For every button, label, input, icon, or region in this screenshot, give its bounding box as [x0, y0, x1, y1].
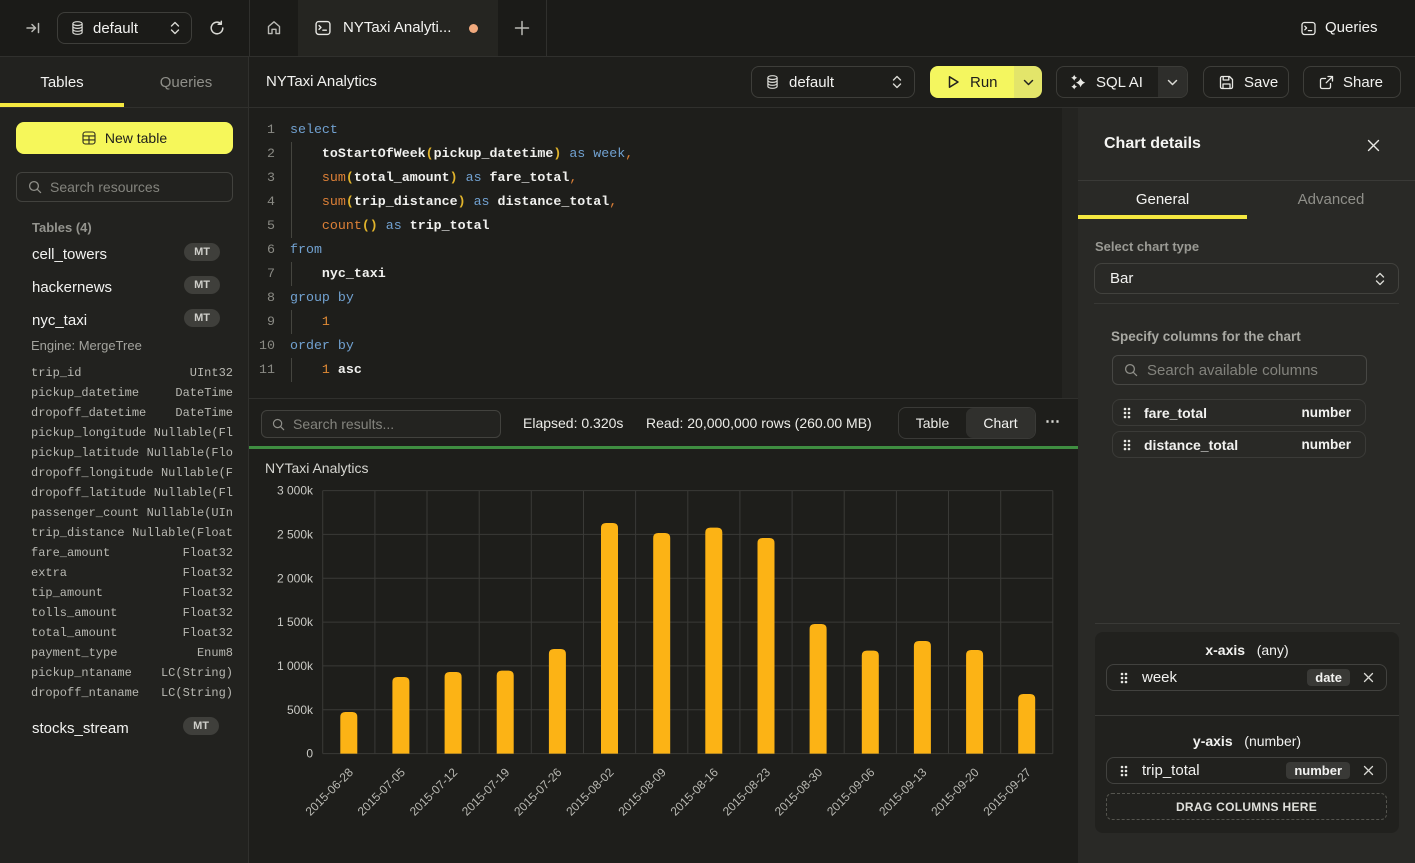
svg-text:2015-07-05: 2015-07-05: [355, 765, 409, 819]
svg-text:2015-06-28: 2015-06-28: [303, 765, 357, 819]
svg-text:500k: 500k: [287, 703, 314, 717]
svg-text:2015-09-13: 2015-09-13: [876, 765, 930, 819]
svg-text:2015-08-23: 2015-08-23: [720, 765, 774, 819]
svg-text:1 000k: 1 000k: [277, 659, 314, 673]
svg-text:3 000k: 3 000k: [277, 484, 314, 498]
svg-text:2015-09-06: 2015-09-06: [824, 765, 878, 819]
svg-text:2 500k: 2 500k: [277, 527, 314, 541]
svg-text:2015-08-30: 2015-08-30: [772, 765, 826, 819]
svg-text:2015-08-02: 2015-08-02: [563, 765, 617, 819]
svg-text:1 500k: 1 500k: [277, 615, 314, 629]
svg-text:2015-08-16: 2015-08-16: [668, 765, 722, 819]
svg-text:2015-09-20: 2015-09-20: [928, 765, 982, 819]
svg-text:2015-07-19: 2015-07-19: [459, 765, 513, 819]
svg-text:2015-07-12: 2015-07-12: [407, 765, 461, 819]
svg-text:0: 0: [306, 747, 313, 761]
svg-text:2015-09-27: 2015-09-27: [981, 765, 1035, 819]
svg-text:2 000k: 2 000k: [277, 571, 314, 585]
svg-text:2015-08-09: 2015-08-09: [616, 765, 670, 819]
svg-text:2015-07-26: 2015-07-26: [511, 765, 565, 819]
